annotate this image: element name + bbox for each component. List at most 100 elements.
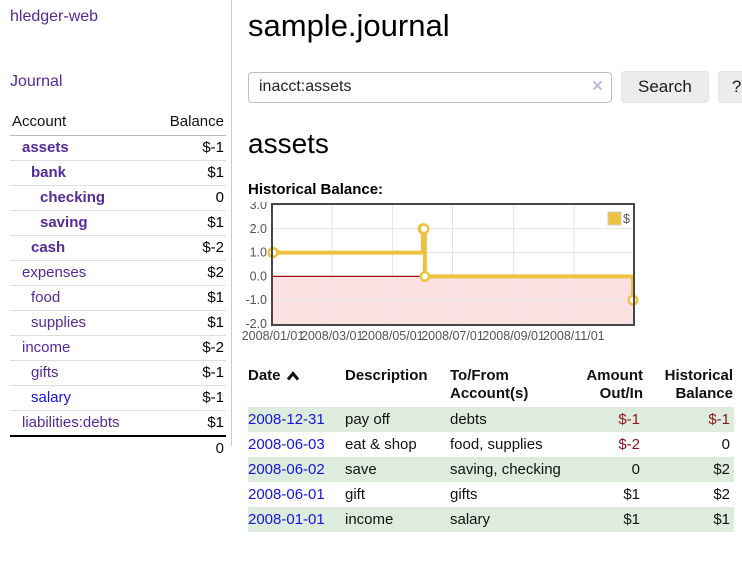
- sidebar-account-link[interactable]: income: [22, 339, 71, 356]
- sidebar-account-balance: $1: [151, 310, 226, 336]
- sidebar-account-row: liabilities:debts $1: [10, 410, 226, 437]
- chart-x-tick-label: 2008/09/01: [482, 329, 545, 342]
- sidebar-item-journal[interactable]: Journal: [10, 73, 63, 90]
- register-balance: $2: [713, 486, 730, 503]
- account-heading: assets: [248, 128, 329, 159]
- register-table: Date Description To/From Account(s) Amou…: [248, 365, 734, 532]
- accounts-total-row: 0: [10, 435, 226, 460]
- register-row: 2008-06-03 eat & shop food, supplies $-2 0: [248, 432, 734, 457]
- chart-data-point: [418, 223, 430, 235]
- register-body: 2008-12-31 pay off debts $-1 $-1 2008-06-03 ea…: [248, 407, 734, 532]
- register-date-link[interactable]: 2008-01-01: [248, 511, 325, 528]
- register-row: 2008-12-31 pay off debts $-1 $-1: [248, 407, 734, 432]
- accounts-total-balance: 0: [151, 435, 226, 460]
- sidebar-account-row: food $1: [10, 285, 226, 311]
- brand-link[interactable]: hledger-web: [10, 8, 99, 25]
- sidebar: hledger-web Journal Account Balance asse…: [0, 0, 232, 460]
- sidebar-account-row: assets $-1: [10, 135, 226, 161]
- chart-y-tick-label: 3.0: [250, 202, 267, 212]
- register-accounts: saving, checking: [450, 457, 568, 482]
- main-content: sample.journal × Search ? assets Histori…: [242, 0, 742, 532]
- register-description: pay off: [345, 407, 450, 432]
- chart-x-tick-label: 2008/07/01: [421, 329, 484, 342]
- sidebar-account-balance: $2: [151, 260, 226, 286]
- register-description: gift: [345, 486, 366, 503]
- register-date-link[interactable]: 2008-06-02: [248, 461, 325, 478]
- register-date-link[interactable]: 2008-06-03: [248, 436, 325, 453]
- register-date-link[interactable]: 2008-12-31: [248, 411, 325, 428]
- chart-y-tick-label: -1.0: [245, 293, 267, 307]
- register-description: save: [345, 457, 450, 482]
- chart-legend-label: $: [623, 212, 630, 226]
- sidebar-account-balance: $-2: [151, 235, 226, 261]
- register-header-row: Date Description To/From Account(s) Amou…: [248, 365, 734, 407]
- register-amount: 0: [568, 457, 644, 482]
- sidebar-account-balance: $-1: [151, 360, 226, 386]
- sidebar-account-link[interactable]: supplies: [31, 314, 87, 331]
- sidebar-account-link[interactable]: gifts: [31, 364, 59, 381]
- help-button[interactable]: ?: [717, 71, 742, 103]
- chart-x-tick-label: 2008/01/01: [242, 329, 305, 342]
- sidebar-account-row: checking 0: [10, 185, 226, 211]
- accounts-header-account: Account: [10, 110, 152, 136]
- sidebar-account-balance: $-1: [151, 135, 226, 161]
- register-header-date[interactable]: Date: [248, 365, 345, 407]
- sidebar-account-link[interactable]: cash: [31, 239, 66, 256]
- register-row: 2008-06-02 save saving, checking 0 $2: [248, 457, 734, 482]
- sidebar-account-balance: 0: [151, 185, 226, 211]
- page-title: sample.journal: [248, 8, 450, 43]
- register-header-amount: Amount Out/In: [586, 367, 643, 402]
- chart-y-tick-label: 0.0: [250, 269, 267, 283]
- sidebar-accounts-table: Account Balance assets $-1 bank $1 checking 0…: [10, 110, 226, 460]
- sort-ascending-icon: [286, 368, 300, 386]
- sidebar-account-balance: $-2: [151, 335, 226, 361]
- register-header-balance: Historical Balance: [664, 367, 733, 402]
- chart-x-tick-label: 2008/05/01: [361, 329, 424, 342]
- sidebar-account-link[interactable]: saving: [40, 214, 88, 231]
- sidebar-account-row: gifts $-1: [10, 360, 226, 386]
- clear-search-icon[interactable]: ×: [591, 75, 603, 97]
- register-amount: $1: [568, 507, 644, 532]
- register-balance: $-1: [644, 407, 734, 432]
- register-accounts: debts: [450, 407, 568, 432]
- register-balance: $2: [644, 457, 734, 482]
- accounts-header-balance: Balance: [151, 110, 226, 136]
- chart-y-tick-label: -2.0: [245, 317, 267, 331]
- register-balance: 0: [721, 436, 730, 453]
- register-header-accounts: To/From Account(s): [450, 367, 529, 402]
- sidebar-account-row: salary $-1: [10, 385, 226, 411]
- sidebar-account-balance: $-1: [151, 385, 226, 411]
- sidebar-account-balance: $1: [151, 285, 226, 311]
- search-button[interactable]: Search: [621, 71, 709, 103]
- search-form: × Search ?: [248, 71, 742, 103]
- register-row: 2008-06-01 gift gifts $1 $2: [248, 482, 734, 507]
- sidebar-account-link[interactable]: bank: [31, 164, 67, 181]
- historical-balance-chart: $3.0 2.0 1.0 0.0 -1.0 -2.02008/01/012008/03/0…: [242, 202, 639, 342]
- search-input[interactable]: [248, 71, 612, 103]
- register-description: income: [345, 507, 450, 532]
- sidebar-account-row: income $-2: [10, 335, 226, 361]
- register-amount: $-1: [568, 407, 644, 432]
- register-amount: $1: [623, 486, 640, 503]
- register-description: eat & shop: [345, 436, 417, 453]
- sidebar-account-link[interactable]: expenses: [22, 264, 87, 281]
- sidebar-account-link[interactable]: assets: [22, 139, 69, 156]
- sidebar-account-row: expenses $2: [10, 260, 226, 286]
- sidebar-account-link[interactable]: food: [31, 289, 61, 306]
- register-accounts: food, supplies: [450, 436, 543, 453]
- register-balance: $1: [644, 507, 734, 532]
- register-amount: $-2: [618, 436, 640, 453]
- register-row: 2008-01-01 income salary $1 $1: [248, 507, 734, 532]
- sidebar-account-link[interactable]: salary: [31, 389, 72, 406]
- sidebar-account-row: bank $1: [10, 160, 226, 186]
- register-date-link[interactable]: 2008-06-01: [248, 486, 325, 503]
- sidebar-account-balance: $1: [151, 410, 226, 437]
- sidebar-account-balance: $1: [151, 210, 226, 236]
- register-header-description: Description: [345, 367, 428, 384]
- chart-x-tick-label: 2008/11/01: [543, 329, 605, 342]
- sidebar-account-link[interactable]: liabilities:debts: [22, 414, 120, 431]
- sidebar-account-balance: $1: [151, 160, 226, 186]
- sidebar-account-row: saving $1: [10, 210, 226, 236]
- sidebar-account-link[interactable]: checking: [40, 189, 106, 206]
